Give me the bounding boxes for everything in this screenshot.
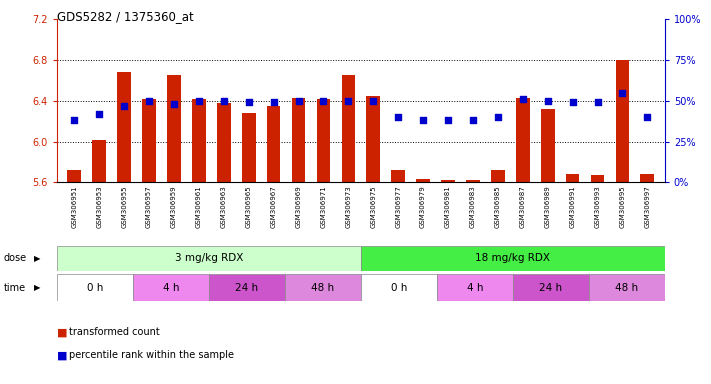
Bar (57, 274, 133, 301)
Text: percentile rank within the sample: percentile rank within the sample (69, 350, 234, 360)
Point (193, 98, 205, 104)
Text: ▶: ▶ (34, 283, 41, 292)
Bar (361, 246, 665, 271)
Bar (437, 274, 513, 301)
Point (268, 99, 279, 106)
Point (293, 98, 304, 104)
Point (592, 99, 603, 106)
Bar (285, 274, 361, 301)
Text: 4 h: 4 h (163, 283, 179, 293)
Point (467, 118, 479, 124)
Point (616, 89, 628, 96)
Point (368, 98, 379, 104)
Bar (192, 99, 205, 182)
Bar (589, 274, 665, 301)
Text: 24 h: 24 h (539, 283, 562, 293)
Text: 0 h: 0 h (390, 283, 407, 293)
Bar (209, 274, 285, 301)
Point (417, 118, 429, 124)
Text: 4 h: 4 h (466, 283, 483, 293)
Bar (292, 98, 306, 182)
Bar (57, 246, 361, 271)
Text: time: time (4, 283, 26, 293)
Bar (242, 113, 255, 182)
Bar (513, 274, 589, 301)
Bar (616, 60, 629, 182)
Bar (68, 170, 81, 182)
Bar (466, 180, 480, 182)
Bar (341, 75, 356, 182)
Bar (491, 170, 505, 182)
Point (492, 114, 503, 120)
Bar (541, 109, 555, 182)
Point (517, 96, 528, 102)
Bar (217, 103, 230, 182)
Text: 0 h: 0 h (87, 283, 103, 293)
Text: 48 h: 48 h (615, 283, 638, 293)
Text: GDS5282 / 1375360_at: GDS5282 / 1375360_at (57, 10, 193, 23)
Point (144, 98, 155, 104)
Bar (267, 106, 280, 182)
Bar (133, 274, 209, 301)
Point (343, 98, 354, 104)
Point (119, 103, 130, 109)
Text: 24 h: 24 h (235, 283, 258, 293)
Bar (416, 179, 430, 182)
Point (442, 118, 454, 124)
Bar (641, 174, 654, 182)
Point (218, 98, 230, 104)
Text: 18 mg/kg RDX: 18 mg/kg RDX (476, 253, 550, 263)
Bar (316, 99, 331, 182)
Bar (516, 98, 530, 182)
Bar (142, 99, 156, 182)
Bar (167, 75, 181, 182)
Point (243, 99, 255, 106)
Point (567, 99, 578, 106)
Point (169, 101, 180, 107)
Point (94, 111, 105, 117)
Bar (92, 139, 106, 182)
Text: 48 h: 48 h (311, 283, 334, 293)
Point (542, 98, 553, 104)
Bar (366, 96, 380, 182)
Text: 3 mg/kg RDX: 3 mg/kg RDX (175, 253, 243, 263)
Point (69, 118, 80, 124)
Bar (566, 174, 579, 182)
Bar (391, 170, 405, 182)
Bar (117, 72, 131, 182)
Text: ▶: ▶ (34, 254, 41, 263)
Text: dose: dose (4, 253, 27, 263)
Bar (591, 175, 604, 182)
Point (392, 114, 404, 120)
Text: ■: ■ (57, 327, 68, 337)
Point (318, 98, 329, 104)
Point (641, 114, 653, 120)
Bar (361, 274, 437, 301)
Text: ■: ■ (57, 350, 68, 360)
Bar (442, 180, 455, 182)
Text: transformed count: transformed count (69, 327, 160, 337)
